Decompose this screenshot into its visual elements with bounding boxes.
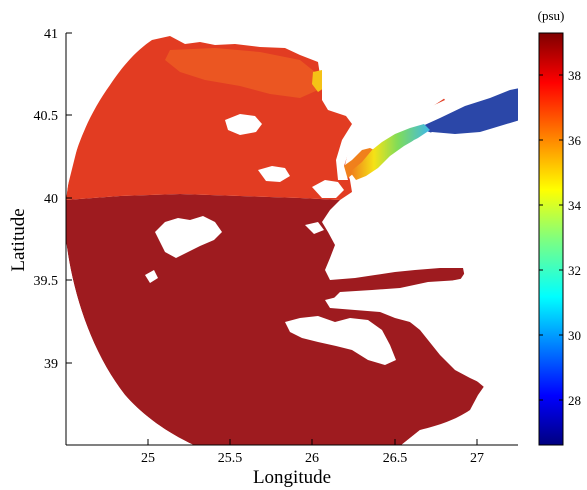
island-tenedos: [305, 222, 324, 234]
x-tick-label: 25.5: [218, 451, 243, 466]
colorbar-tick-label: 30: [568, 328, 581, 343]
domain-outside-top-left: [66, 33, 152, 200]
island-imbros: [312, 180, 344, 198]
island-thasos: [225, 114, 262, 135]
north-orange-patch: [165, 48, 318, 98]
anatolian-mainland: [332, 120, 518, 445]
x-axis-title: Longitude: [253, 467, 331, 488]
x-tick-label: 26.5: [383, 451, 408, 466]
domain-outside-bottom-left: [66, 240, 194, 445]
colorbar-unit: (psu): [538, 8, 565, 23]
y-tick-label: 41: [44, 27, 58, 42]
colorbar-tick-label: 36: [568, 133, 582, 148]
colorbar-tick-label: 38: [568, 68, 581, 83]
map-plot-area: [66, 33, 518, 445]
coastal-yellow-spot: [312, 70, 324, 92]
island-samothrace: [258, 166, 290, 182]
colorbar-tick-label: 34: [568, 198, 582, 213]
aegean-sea-dark-region: [66, 194, 485, 445]
colorbar-ticks: [539, 74, 563, 401]
x-tick-label: 25: [141, 451, 155, 466]
colorbar-tick-label: 32: [568, 263, 581, 278]
x-tick-label: 27: [470, 451, 484, 466]
island-lesbos: [285, 316, 396, 365]
dardanelles-strait: [350, 124, 430, 180]
y-tick-label: 39.5: [34, 274, 59, 289]
marmara-sea-region: [418, 88, 518, 136]
island-lemnos: [155, 216, 222, 258]
x-tick-label: 26: [305, 451, 319, 466]
y-axis-title: Latitude: [8, 208, 29, 271]
y-tick-label: 40.5: [34, 109, 59, 124]
y-tick-label: 40: [44, 192, 58, 207]
domain-outside-bottom-right: [401, 430, 485, 445]
colorbar: (psu) 38 36 34 32 30 28: [538, 8, 582, 446]
island-agios-efstratios: [145, 270, 158, 283]
island-small-lesbos-west: [338, 330, 365, 344]
x-axis-ticks: 25 25.5 26 26.5 27: [141, 439, 484, 466]
colorbar-tick-label: 28: [568, 393, 581, 408]
colorbar-gradient: [538, 32, 564, 446]
y-tick-label: 39: [44, 357, 58, 372]
y-axis-ticks: 41 40.5 40 39.5 39: [34, 27, 72, 372]
gallipoli-peninsula: [322, 62, 445, 180]
